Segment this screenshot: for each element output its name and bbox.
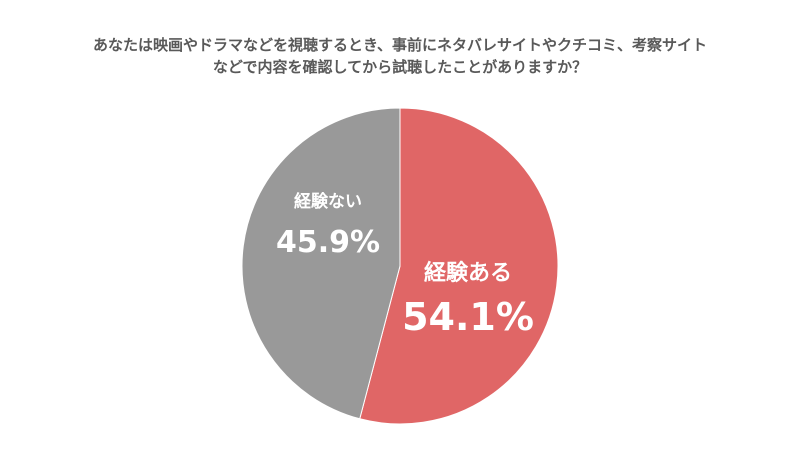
slice-label-2: 経験ない: [294, 191, 362, 212]
pie-slice-1: [359, 107, 559, 425]
chart-title-line-2: などで内容を確認してから試聴したことがありますか？: [212, 58, 588, 76]
chart-title: あなたは映画やドラマなどを視聴するとき、事前にネタバレサイトやクチコミ、考察サイ…: [40, 34, 760, 78]
slice-value-2: 45.9%: [276, 225, 380, 260]
pie-slices: [241, 107, 559, 425]
slice-value-1: 54.1%: [402, 295, 534, 339]
pie-slice-2: [241, 107, 401, 420]
chart-title-line-1: あなたは映画やドラマなどを視聴するとき、事前にネタバレサイトやクチコミ、考察サイ…: [93, 36, 707, 54]
slice-label-1: 経験ある: [424, 260, 512, 286]
pie-labels: 経験ある 54.1% 経験ない 45.9%: [276, 191, 534, 339]
